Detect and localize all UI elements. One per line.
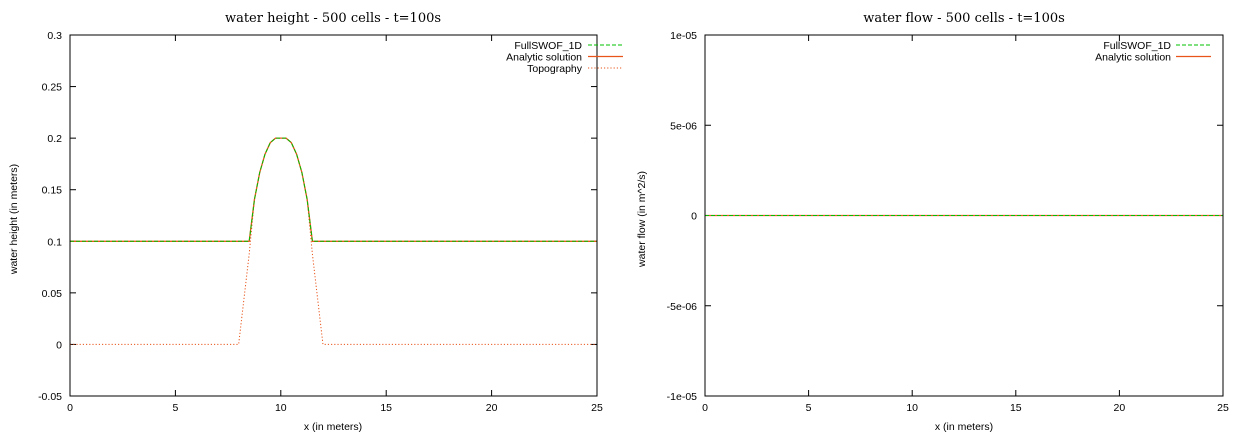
chart-title: water flow - 500 cells - t=100s [863, 11, 1065, 26]
legend-label: FullSWOF_1D [514, 40, 582, 52]
data-lines [70, 137, 597, 345]
legend-label: Topography [527, 63, 583, 75]
x-tick-label: 10 [275, 402, 287, 414]
chart-title: water height - 500 cells - t=100s [225, 11, 441, 26]
legend-label: FullSWOF_1D [1103, 40, 1171, 52]
series-line [70, 137, 597, 242]
series-line [70, 137, 597, 242]
legend-label: Analytic solution [1095, 52, 1171, 64]
y-axis-label: water flow (in m^2/s) [636, 171, 648, 268]
water-height-chart: water height - 500 cells - t=100s x (in … [8, 11, 623, 433]
y-tick-label: 0.3 [47, 30, 62, 42]
y-tick-label: 0.15 [42, 185, 63, 197]
y-tick-label: 5e-06 [670, 120, 697, 132]
x-axis-label: x (in meters) [935, 421, 993, 433]
y-tick-label: 0.05 [42, 288, 63, 300]
x-tick-label: 20 [1114, 402, 1126, 414]
x-tick-label: 5 [806, 402, 812, 414]
x-tick-label: 10 [906, 402, 918, 414]
x-tick-label: 25 [591, 402, 603, 414]
y-tick-label: 0.25 [42, 82, 63, 94]
water-flow-chart: water flow - 500 cells - t=100s x (in me… [636, 11, 1229, 433]
y-tick-label: 0.1 [47, 236, 62, 248]
x-axis-label: x (in meters) [304, 421, 362, 433]
y-tick-label: 0 [56, 339, 62, 351]
plot-frame [704, 34, 1224, 397]
x-tick-label: 5 [172, 402, 178, 414]
y-axis-label: water height (in meters) [8, 164, 20, 275]
x-tick-label: 20 [486, 402, 498, 414]
x-tick-label: 15 [1010, 402, 1022, 414]
x-tick-label: 0 [67, 402, 73, 414]
x-tick-label: 25 [1217, 402, 1229, 414]
y-tick-label: -0.05 [38, 391, 62, 403]
x-tick-label: 15 [380, 402, 392, 414]
ticks: 0 5 10 15 20 25 -0.05 0 0.05 0.1 0.15 0.2 0.25 0.3 [38, 30, 603, 414]
y-tick-label: -5e-06 [667, 301, 698, 313]
y-tick-label: 0 [691, 211, 697, 223]
y-tick-label: 1e-05 [670, 30, 697, 42]
y-tick-label: 0.2 [47, 133, 62, 145]
plot-frame [69, 34, 598, 397]
legend-label: Analytic solution [506, 52, 582, 64]
y-tick-label: -1e-05 [667, 391, 698, 403]
ticks: 0 5 10 15 20 25 -1e-05 -5e-06 0 5e-06 1e-05 [667, 30, 1229, 414]
x-tick-label: 0 [702, 402, 708, 414]
